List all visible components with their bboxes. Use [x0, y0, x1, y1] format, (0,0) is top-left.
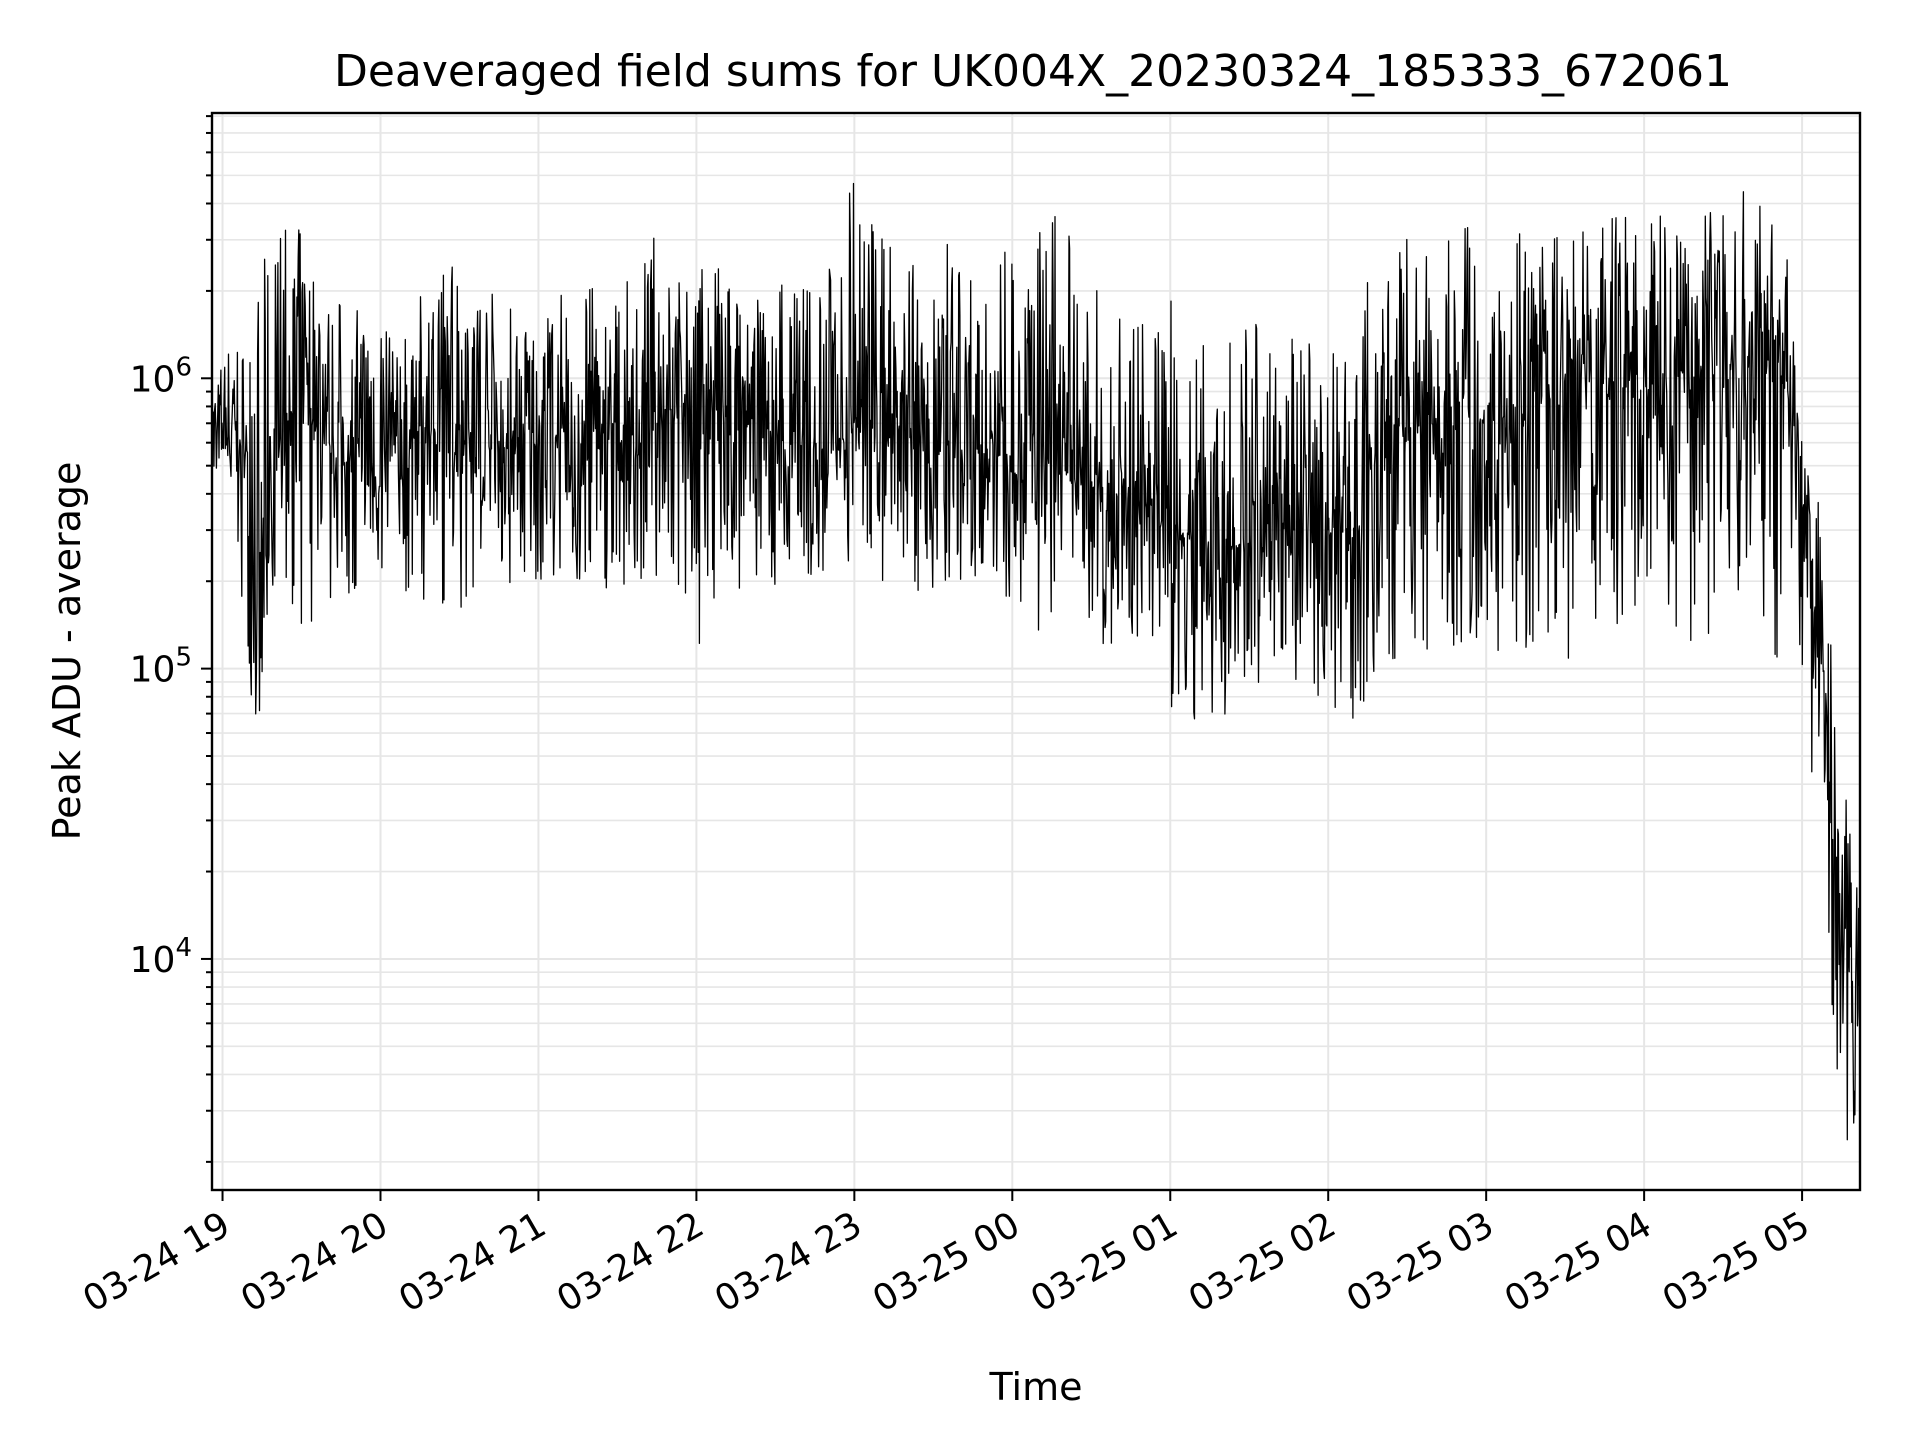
x-tick-label: 03-24 22	[550, 1204, 711, 1320]
x-tick-label: 03-24 21	[392, 1204, 553, 1320]
y-tick-label: 104	[130, 933, 192, 981]
grid	[212, 113, 1860, 1190]
x-axis-label: Time	[989, 1365, 1083, 1409]
x-tick-label: 03-24 23	[708, 1204, 869, 1320]
chart-title: Deaveraged field sums for UK004X_2023032…	[334, 46, 1732, 97]
x-tick-label: 03-25 05	[1656, 1204, 1817, 1320]
y-tick-label: 105	[130, 643, 192, 691]
x-tick-label: 03-25 02	[1182, 1204, 1343, 1320]
x-tick-label: 03-25 00	[866, 1204, 1027, 1320]
x-tick-label: 03-25 04	[1498, 1204, 1659, 1320]
x-tick-label: 03-25 03	[1340, 1204, 1501, 1320]
y-tick-label: 106	[130, 352, 192, 400]
plot-frame	[210, 111, 1862, 1192]
x-tick-label: 03-25 01	[1024, 1204, 1185, 1320]
y-axis: 104 105 106	[130, 115, 212, 1163]
x-tick-label: 03-24 19	[76, 1204, 237, 1320]
y-axis-label: Peak ADU - average	[45, 462, 89, 841]
x-tick-label: 03-24 20	[234, 1204, 395, 1320]
series-line	[211, 182, 1861, 1141]
